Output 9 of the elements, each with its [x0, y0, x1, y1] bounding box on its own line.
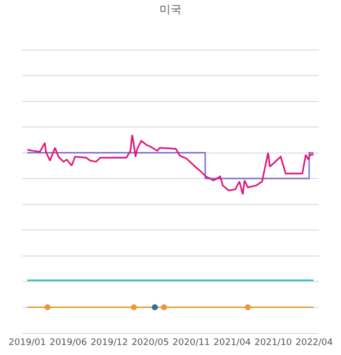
x-tick-label: 2021/04 [214, 338, 252, 348]
x-tick-label: 2019/12 [90, 338, 128, 348]
x-tick-label: 2020/11 [172, 338, 210, 348]
chart-title: 미국 [160, 3, 182, 16]
x-tick-label: 2021/10 [254, 338, 292, 348]
x-tick-label: 2019/01 [8, 338, 46, 348]
x-tick-label: 2022/04 [295, 338, 334, 348]
x-tick-label: 2019/06 [50, 338, 88, 348]
x-tick-label: 2020/05 [132, 338, 169, 348]
